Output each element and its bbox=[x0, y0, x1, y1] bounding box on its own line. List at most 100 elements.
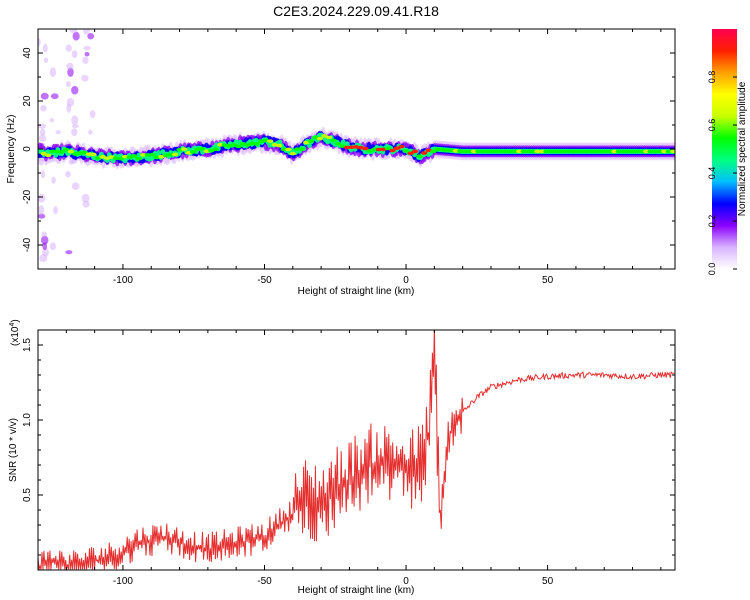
spectrogram-noise-blob bbox=[51, 176, 56, 184]
spectrogram-core-cell bbox=[502, 149, 509, 154]
spectrogram-noise-blob bbox=[38, 213, 46, 219]
spectrogram-core-cell bbox=[497, 149, 505, 154]
spectrogram-noise-blob bbox=[49, 242, 56, 251]
spectrogram-core-cell bbox=[235, 144, 242, 149]
snr-background bbox=[38, 330, 675, 570]
spectrogram-noise-blob bbox=[55, 130, 61, 135]
colorbar-gradient bbox=[712, 29, 737, 269]
snr-panel: -100 -50 0 50 0.5 1.0 1.5 Height of straight … bbox=[8, 319, 676, 596]
colorbar-tick-label: 0.6 bbox=[707, 119, 717, 132]
spectrogram-core-cell bbox=[40, 151, 47, 156]
spectrogram-core-cell bbox=[620, 149, 627, 154]
spectrogram-noise-blob bbox=[71, 85, 79, 95]
spectrogram-core-cell bbox=[516, 149, 523, 154]
spectrogram-core-cell bbox=[624, 149, 632, 154]
spectrogram-core-cell bbox=[253, 142, 260, 146]
snr-y-axis: 0.5 1.0 1.5 bbox=[22, 338, 675, 556]
spectrogram-core-cell bbox=[461, 149, 469, 154]
colorbar-tick-label: 0.2 bbox=[707, 215, 717, 228]
colorbar-ticks: 0.0 0.2 0.4 0.6 0.8 bbox=[707, 71, 737, 276]
spectrogram-core-cell bbox=[54, 149, 61, 154]
spectrogram-core-cell bbox=[325, 135, 333, 140]
spectrogram-noise-blob bbox=[71, 128, 78, 137]
spectrogram-core-cell bbox=[171, 152, 179, 157]
spectrogram-core-cell bbox=[647, 149, 654, 154]
spectrogram-core-cell bbox=[470, 149, 478, 154]
spectrogram-band-cell bbox=[53, 152, 59, 158]
spectrogram-core-cell bbox=[656, 149, 663, 154]
spectrogram-core-cell bbox=[670, 149, 675, 154]
spectrogram-core-cell bbox=[511, 149, 518, 154]
snr-y-tick-label: 0.5 bbox=[22, 488, 33, 502]
colorbar-label: Normalized spectral amplitude bbox=[737, 81, 748, 216]
spectrogram-band-cell bbox=[253, 137, 259, 143]
colorbar-tick-label: 0.4 bbox=[707, 167, 717, 180]
spectrogram-noise-blob bbox=[40, 92, 49, 100]
spectrogram-noise-blob bbox=[71, 115, 79, 126]
spectrogram-y-label: Frequency (Hz) bbox=[6, 115, 17, 184]
spectrogram-core-cell bbox=[588, 149, 595, 154]
spectrogram-core-cell bbox=[167, 152, 174, 157]
spectrogram-y-tick-label: -20 bbox=[22, 189, 33, 204]
spectrogram-core-cell bbox=[475, 149, 482, 154]
spectrogram-core-cell bbox=[289, 151, 296, 156]
spectrogram-core-cell bbox=[611, 149, 618, 154]
spectrogram-noise-blob bbox=[82, 56, 89, 64]
spectrogram-band-cell bbox=[156, 150, 162, 156]
spectrogram-core-cell bbox=[629, 149, 636, 154]
spectrogram-core-cell bbox=[543, 149, 550, 154]
spectrogram-noise-blob bbox=[69, 29, 78, 34]
spectrogram-core-cell bbox=[330, 138, 337, 143]
spectrogram-core-cell bbox=[362, 146, 369, 151]
spectrogram-core-cell bbox=[488, 149, 496, 154]
spectrogram-core-cell bbox=[140, 153, 147, 157]
spectrogram-noise-blob bbox=[38, 193, 46, 203]
spectrogram-x-tick-label: 0 bbox=[403, 275, 409, 286]
snr-x-tick-label: -50 bbox=[257, 576, 272, 587]
spectrogram-core-cell bbox=[375, 147, 383, 152]
spectrogram-core-cell bbox=[117, 156, 124, 161]
spectrogram-core-cell bbox=[81, 150, 88, 155]
spectrogram-core-cell bbox=[334, 141, 342, 146]
spectrogram-core-cell bbox=[534, 149, 541, 154]
spectrogram-core-cell bbox=[538, 149, 546, 154]
spectrogram-noise-blob bbox=[39, 128, 46, 136]
spectrogram-core-cell bbox=[212, 147, 219, 151]
snr-x-tick-label: -100 bbox=[113, 576, 133, 587]
spectrogram-noise-blob bbox=[65, 81, 71, 88]
spectrogram-x-tick-label: -100 bbox=[113, 275, 133, 286]
spectrogram-core-cell bbox=[294, 147, 301, 151]
spectrogram-noise-blob bbox=[49, 67, 57, 78]
spectrogram-noise-blob bbox=[42, 247, 49, 257]
snr-x-label: Height of straight line (km) bbox=[298, 585, 415, 596]
spectrogram-core-cell bbox=[525, 149, 532, 154]
colorbar: 0.0 0.2 0.4 0.6 0.8 Normalized spectral ampl… bbox=[707, 29, 748, 275]
spectrogram-noise-blob bbox=[65, 250, 73, 255]
snr-x-tick-label: 50 bbox=[542, 576, 554, 587]
spectrogram-core-cell bbox=[298, 147, 306, 151]
spectrogram-y-tick-label: -40 bbox=[22, 237, 33, 252]
spectrogram-core-cell bbox=[547, 149, 555, 154]
spectrogram-core-cell bbox=[276, 143, 283, 148]
colorbar-tick-label: 0.0 bbox=[707, 263, 717, 276]
spectrogram-noise-blob bbox=[40, 170, 46, 179]
spectrogram-noise-blob bbox=[38, 38, 41, 47]
spectrogram-core-cell bbox=[520, 149, 528, 154]
spectrogram-core-cell bbox=[638, 149, 645, 154]
snr-x-tick-label: 0 bbox=[403, 576, 409, 587]
spectrogram-core-cell bbox=[665, 149, 672, 154]
spectrogram-core-cell bbox=[90, 152, 97, 157]
spectrogram-heat-layer bbox=[38, 29, 675, 263]
spectrogram-noise-blob bbox=[84, 51, 90, 57]
spectrogram-core-cell bbox=[466, 149, 473, 154]
spectrogram-y-axis: -40 -20 0 20 40 bbox=[22, 28, 675, 270]
spectrogram-core-cell bbox=[633, 149, 641, 154]
spectrogram-core-cell bbox=[593, 149, 600, 154]
spectrogram-core-cell bbox=[266, 139, 274, 143]
spectrogram-noise-blob bbox=[41, 231, 47, 238]
spectrogram-y-tick-label: 0 bbox=[22, 146, 33, 152]
snr-y-multiplier: (x104) bbox=[9, 319, 21, 346]
spectrogram-noise-blob bbox=[89, 110, 96, 119]
snr-x-axis: -100 -50 0 50 bbox=[37, 330, 662, 587]
